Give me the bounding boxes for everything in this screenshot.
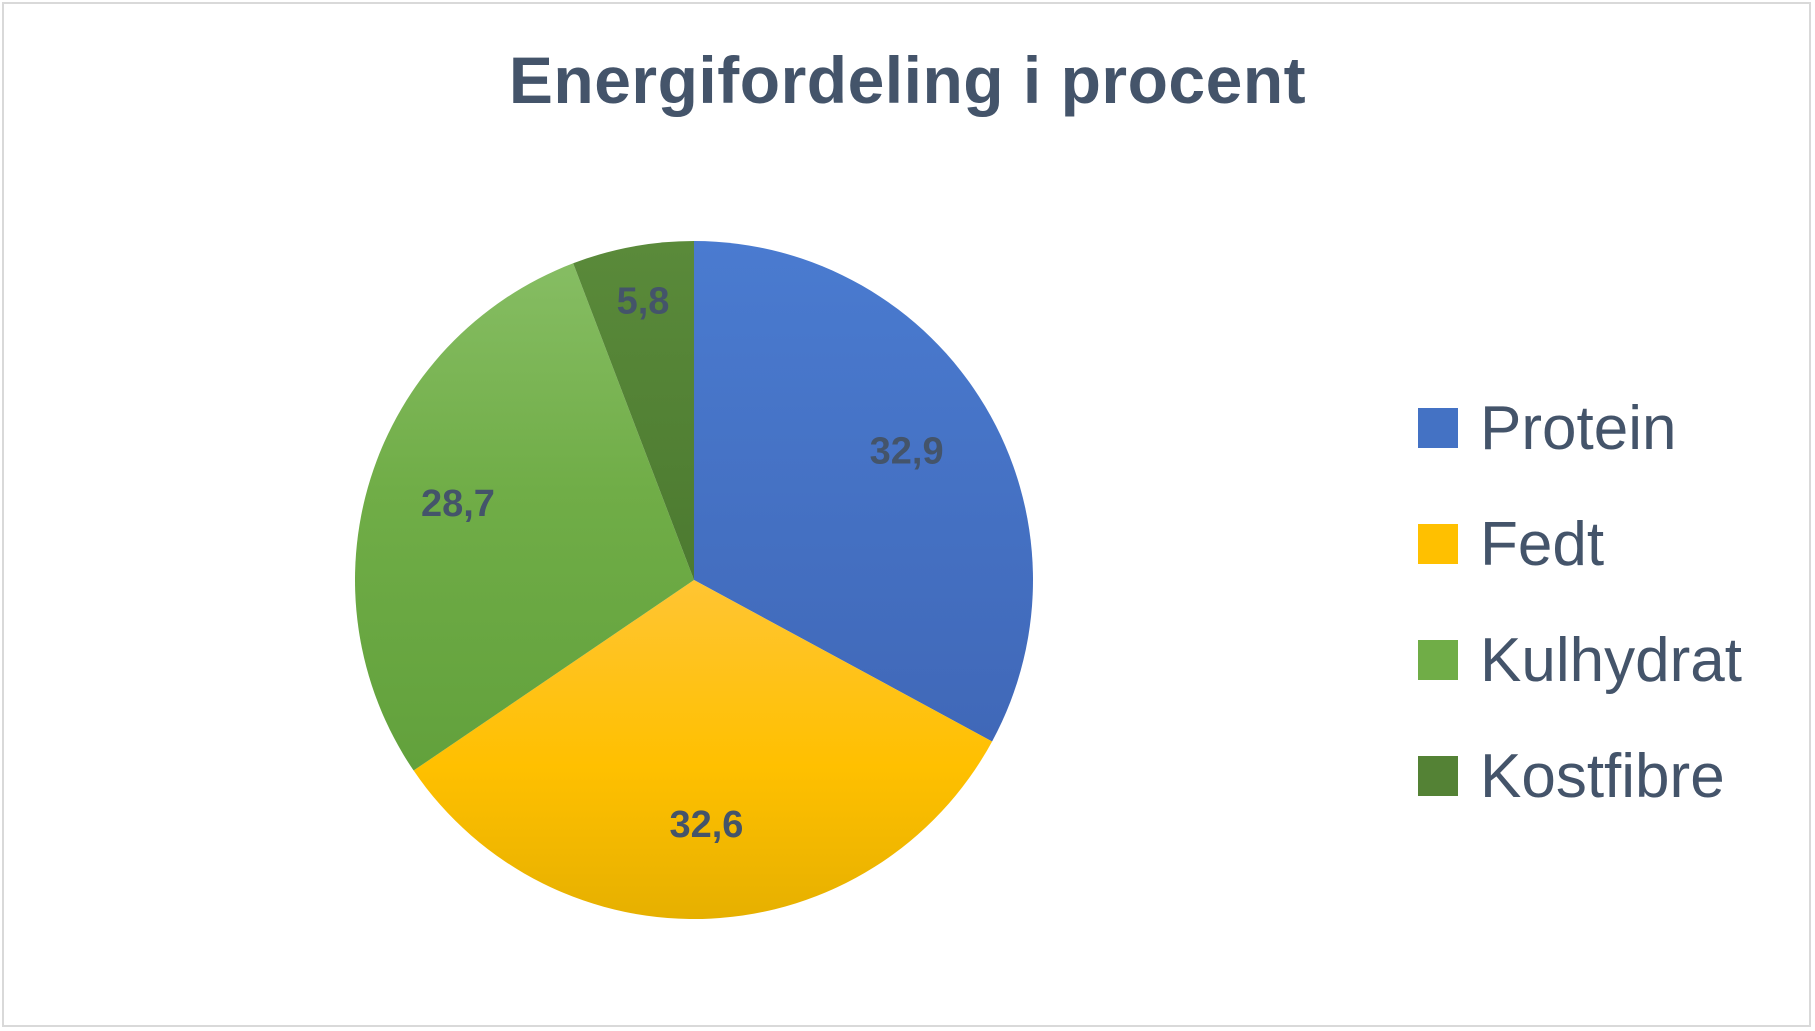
- legend-item-kostfibre: Kostfibre: [1418, 718, 1742, 834]
- chart-title: Energifordeling i procent: [508, 43, 1307, 117]
- data-label-kulhydrat: 28,7: [421, 483, 495, 525]
- legend-swatch-kulhydrat: [1418, 640, 1458, 680]
- pie-slice-protein: [694, 241, 1034, 742]
- legend-item-protein: Protein: [1418, 370, 1742, 486]
- legend-label-kulhydrat: Kulhydrat: [1480, 625, 1742, 695]
- pie-slice-fedt: [413, 580, 993, 920]
- legend-swatch-protein: [1418, 408, 1458, 448]
- data-label-protein: 32,9: [870, 430, 944, 472]
- pie-slice-kulhydrat: [355, 263, 694, 771]
- legend-label-kostfibre: Kostfibre: [1480, 741, 1725, 811]
- data-label-fedt: 32,6: [669, 804, 743, 846]
- legend-item-kulhydrat: Kulhydrat: [1418, 602, 1742, 718]
- legend-item-fedt: Fedt: [1418, 486, 1742, 602]
- legend-label-fedt: Fedt: [1480, 509, 1605, 579]
- chart-legend: Protein Fedt Kulhydrat Kostfibre: [1418, 370, 1742, 834]
- legend-swatch-kostfibre: [1418, 756, 1458, 796]
- legend-swatch-fedt: [1418, 524, 1458, 564]
- data-label-kostfibre: 5,8: [617, 280, 670, 322]
- legend-label-protein: Protein: [1480, 393, 1677, 463]
- pie-slice-kostfibre: [573, 241, 694, 580]
